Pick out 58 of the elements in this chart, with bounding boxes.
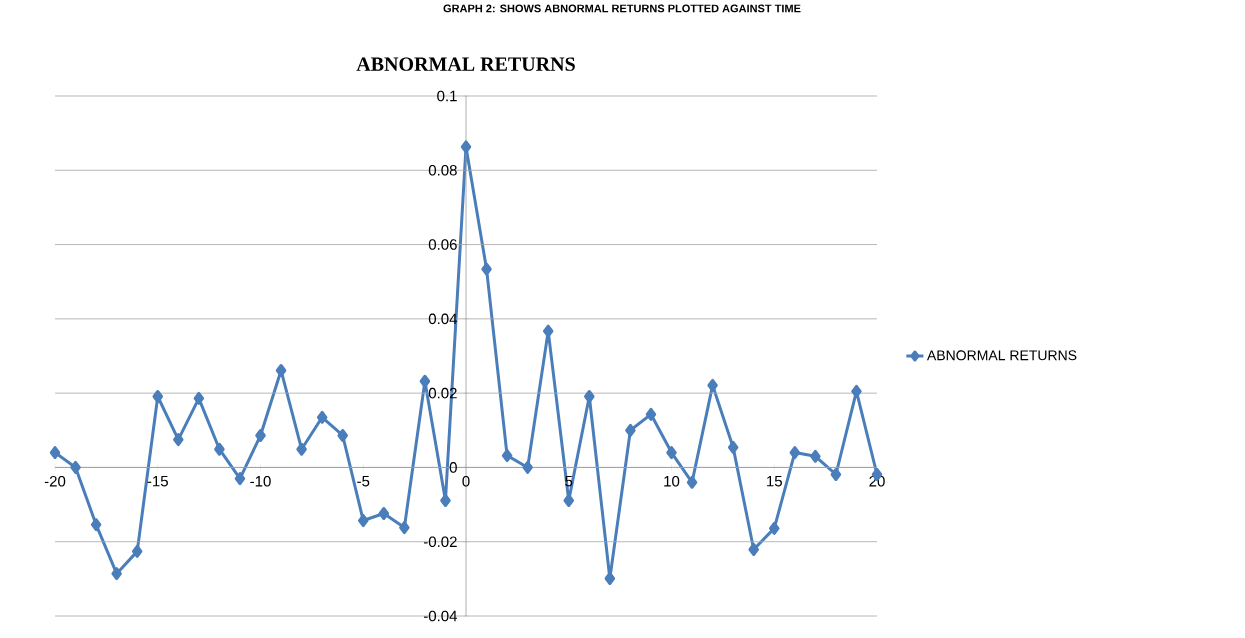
point bbox=[604, 571, 616, 585]
point bbox=[584, 389, 595, 403]
x-tick-label: 10 bbox=[664, 475, 680, 487]
chart-title: ABNORMAL RETURNS bbox=[356, 57, 575, 71]
y-tick-label: 0.02 bbox=[428, 387, 457, 399]
point bbox=[358, 514, 369, 528]
point bbox=[255, 428, 266, 442]
legend-label: ABNORMAL RETURNS bbox=[926, 350, 1077, 361]
y-tick-label: 0 bbox=[449, 462, 457, 473]
point bbox=[49, 446, 61, 460]
point bbox=[501, 449, 513, 463]
x-tick-label: -20 bbox=[44, 475, 66, 487]
point bbox=[460, 140, 472, 154]
point bbox=[810, 449, 821, 463]
point bbox=[316, 410, 328, 424]
point bbox=[275, 363, 287, 377]
point bbox=[789, 446, 801, 460]
point bbox=[337, 428, 348, 442]
point bbox=[419, 374, 431, 388]
x-tick-label: -5 bbox=[357, 475, 370, 487]
point bbox=[851, 384, 862, 398]
y-tick-label: -0.04 bbox=[423, 610, 458, 622]
point bbox=[645, 407, 657, 421]
x-tick-label: 15 bbox=[767, 475, 782, 487]
y-tick-label: -0.02 bbox=[423, 536, 457, 548]
point bbox=[769, 521, 780, 535]
y-tick-label: 0.06 bbox=[428, 239, 457, 250]
point bbox=[686, 475, 698, 489]
y-tick-label: 0.04 bbox=[428, 313, 458, 325]
point bbox=[296, 442, 307, 456]
point bbox=[748, 543, 759, 557]
point bbox=[707, 378, 718, 392]
point bbox=[522, 460, 533, 474]
x-tick-label: -15 bbox=[147, 475, 168, 487]
point bbox=[399, 521, 410, 535]
point bbox=[830, 467, 842, 481]
point bbox=[542, 324, 554, 338]
caption: GRAPH 2: SHOWS ABNORMAL RETURNS PLOTTED AGAINST TIME bbox=[443, 4, 801, 13]
x-tick-label: -10 bbox=[250, 475, 271, 487]
point bbox=[193, 391, 205, 405]
point bbox=[131, 544, 143, 558]
y-tick-label: 0.08 bbox=[428, 164, 457, 176]
point bbox=[440, 493, 451, 507]
point bbox=[481, 262, 492, 276]
point bbox=[727, 440, 739, 454]
point bbox=[214, 442, 225, 456]
point bbox=[378, 506, 390, 520]
point bbox=[666, 446, 677, 460]
point bbox=[625, 423, 636, 437]
point bbox=[563, 493, 575, 507]
point bbox=[152, 389, 163, 403]
point bbox=[70, 460, 81, 474]
point bbox=[90, 518, 102, 532]
x-tick-label: 0 bbox=[462, 475, 470, 487]
y-tick-label: 0.1 bbox=[437, 90, 457, 102]
point bbox=[173, 433, 184, 447]
point bbox=[234, 472, 246, 486]
point bbox=[111, 567, 122, 581]
